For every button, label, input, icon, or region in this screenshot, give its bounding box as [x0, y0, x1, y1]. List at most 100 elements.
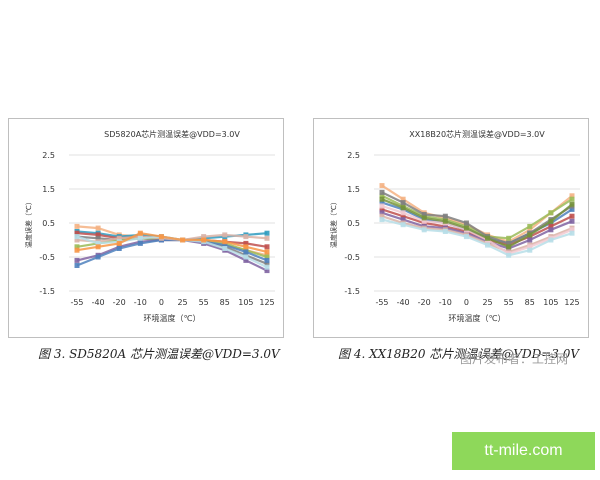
series-line [381, 204, 573, 255]
x-axis-label: 环境温度（℃） [144, 313, 201, 323]
data-point [222, 239, 228, 245]
data-point [569, 218, 575, 224]
data-point [442, 229, 448, 234]
y-tick-label: -1.5 [344, 287, 360, 296]
data-point [74, 237, 80, 243]
data-point [116, 240, 122, 246]
series-line [76, 232, 268, 253]
data-point [243, 234, 249, 240]
y-tick-label: -0.5 [39, 253, 55, 262]
chart-svg-2: XX18B20芯片测温误差@VDD=3.0V 2.5 1.5 0.5 -0.5 -1.5 -… [329, 129, 580, 323]
data-point [201, 237, 207, 243]
x-tick-label: 25 [482, 298, 492, 307]
data-point [506, 240, 512, 246]
data-point [379, 200, 385, 206]
x-tick-label: -20 [418, 298, 431, 307]
data-point [400, 200, 406, 206]
data-point [95, 244, 101, 250]
data-point [400, 222, 406, 228]
x-tick-label: -40 [397, 298, 410, 307]
data-point [379, 189, 385, 195]
data-point [485, 242, 491, 248]
data-point [506, 235, 512, 241]
data-point [95, 225, 101, 231]
data-point [421, 215, 427, 221]
data-point [400, 213, 406, 219]
data-point [95, 235, 101, 241]
y-tick-label: 1.5 [42, 185, 55, 194]
data-point [400, 196, 406, 202]
data-point [95, 232, 101, 238]
data-point [527, 227, 533, 233]
series-line [381, 215, 573, 254]
x-tick-label: -20 [113, 298, 126, 307]
data-point [74, 247, 80, 253]
data-point [222, 232, 228, 238]
data-point [116, 246, 122, 251]
data-point [463, 220, 469, 226]
data-point [379, 206, 385, 212]
y-axis-label: 温度误差（℃） [24, 198, 33, 248]
data-point [158, 234, 164, 240]
data-point [137, 235, 143, 241]
y-axis-label: 温度误差（℃） [329, 198, 338, 248]
x-tick-label: 55 [504, 298, 514, 307]
x-tick-label: 105 [543, 298, 558, 307]
data-point [506, 244, 512, 250]
y-tick-label: 1.5 [347, 185, 360, 194]
data-point [243, 244, 249, 250]
data-point [527, 232, 533, 238]
chart-svg-1: SD5820A芯片测温误差@VDD=3.0V 2.5 1.5 0.5 -0.5 -1.5 -… [24, 129, 275, 323]
x-tick-label: -55 [375, 298, 388, 307]
data-point [421, 218, 427, 224]
data-point [74, 257, 80, 263]
data-point [506, 252, 512, 258]
series-line [381, 211, 573, 250]
data-point [264, 249, 270, 255]
y-tick-label: 0.5 [347, 219, 360, 228]
data-point [74, 223, 80, 229]
data-point [379, 203, 385, 209]
data-point [527, 244, 533, 250]
figure-caption-1: 图 3. SD5820A 芯片测温误差@VDD=3.0V [38, 347, 280, 361]
data-point [137, 230, 143, 236]
figure-caption-2: 图 4. XX18B20 芯片测温误差@VDD=3.0V [338, 347, 580, 361]
data-point [264, 254, 270, 260]
data-point [264, 261, 270, 267]
data-point [485, 235, 491, 241]
y-tick-label: -0.5 [344, 253, 360, 262]
data-point [379, 217, 385, 223]
data-point [527, 237, 533, 243]
data-point [569, 213, 575, 219]
data-point [400, 210, 406, 216]
x-tick-label: 125 [259, 298, 274, 307]
data-point [243, 249, 249, 255]
data-point [569, 196, 575, 202]
data-point [569, 193, 575, 199]
data-point [548, 218, 554, 224]
y-tick-label: 2.5 [347, 151, 360, 160]
data-point [548, 237, 554, 243]
data-point [74, 263, 80, 268]
site-banner[interactable]: tt-mile.com [452, 432, 595, 470]
data-point [379, 210, 385, 216]
x-tick-label: 85 [525, 298, 535, 307]
data-point [74, 230, 80, 236]
data-point [243, 254, 249, 260]
data-point [442, 218, 448, 224]
data-point [379, 193, 385, 199]
x-tick-label: 0 [464, 298, 469, 307]
data-point [264, 244, 270, 250]
data-point [548, 223, 554, 229]
series-line [381, 191, 573, 245]
data-point [527, 247, 533, 253]
y-tick-label: 2.5 [42, 151, 55, 160]
x-tick-label: 55 [199, 298, 209, 307]
data-point [527, 223, 533, 229]
series-line [381, 198, 573, 249]
data-point [243, 240, 249, 246]
data-point [400, 205, 406, 211]
x-tick-label: 105 [238, 298, 253, 307]
data-point [548, 210, 554, 216]
data-point [264, 257, 270, 263]
